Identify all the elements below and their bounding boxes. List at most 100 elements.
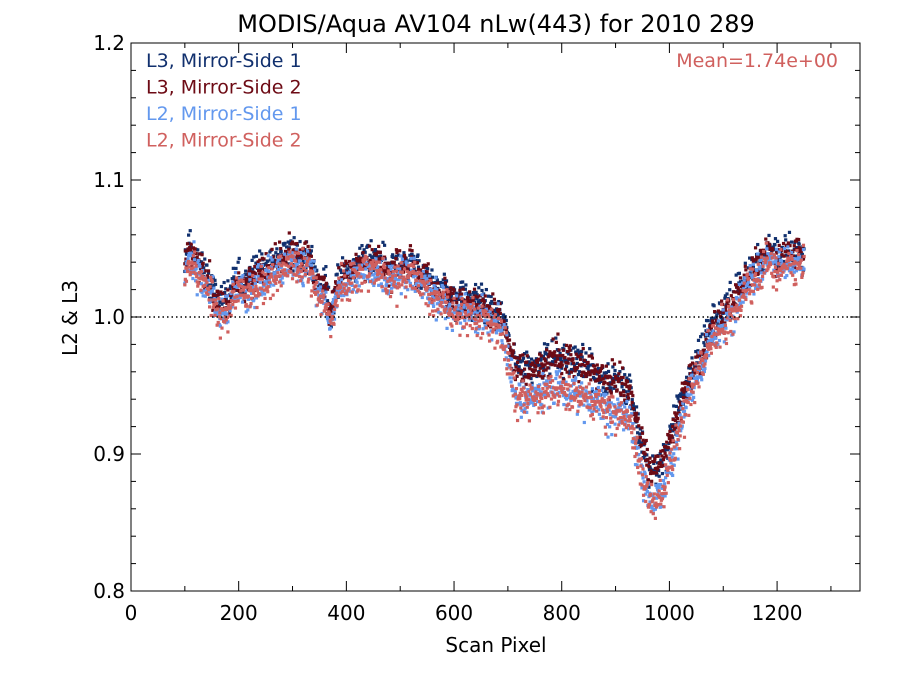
data-point bbox=[655, 472, 659, 477]
data-point bbox=[640, 464, 645, 468]
data-point bbox=[437, 297, 441, 301]
data-point bbox=[380, 285, 384, 289]
data-point bbox=[751, 267, 755, 271]
data-point bbox=[383, 257, 387, 261]
data-point bbox=[624, 419, 628, 423]
data-point bbox=[331, 289, 336, 293]
data-point bbox=[424, 275, 429, 279]
data-point bbox=[386, 276, 390, 281]
data-point bbox=[434, 309, 438, 313]
data-point bbox=[616, 408, 620, 412]
data-point bbox=[500, 315, 505, 319]
data-point bbox=[193, 247, 197, 251]
data-point bbox=[686, 382, 690, 386]
data-point bbox=[398, 272, 402, 277]
data-point bbox=[358, 265, 362, 270]
data-point bbox=[216, 310, 220, 314]
data-point bbox=[359, 289, 364, 293]
data-point bbox=[368, 253, 372, 257]
data-point bbox=[549, 397, 554, 401]
data-point bbox=[185, 250, 189, 254]
data-point bbox=[550, 354, 555, 358]
data-point bbox=[732, 302, 737, 306]
data-point bbox=[609, 375, 613, 379]
data-point bbox=[552, 401, 556, 405]
data-point bbox=[675, 431, 680, 435]
data-point bbox=[538, 383, 542, 387]
data-point bbox=[660, 463, 665, 468]
data-point bbox=[545, 382, 549, 386]
data-point bbox=[186, 261, 190, 265]
data-point bbox=[617, 423, 621, 427]
data-point bbox=[525, 354, 529, 358]
data-point bbox=[338, 268, 343, 272]
data-point bbox=[650, 506, 654, 510]
data-point bbox=[641, 455, 646, 460]
data-point bbox=[630, 398, 634, 402]
data-point bbox=[656, 454, 660, 458]
data-point bbox=[229, 284, 233, 288]
data-point bbox=[558, 353, 562, 358]
data-point bbox=[541, 369, 546, 373]
data-point bbox=[620, 381, 624, 386]
data-point bbox=[484, 307, 488, 311]
data-point bbox=[771, 248, 775, 252]
data-point bbox=[408, 244, 413, 248]
data-point bbox=[789, 271, 793, 275]
data-point bbox=[738, 276, 743, 280]
data-point bbox=[293, 242, 297, 246]
data-point bbox=[213, 278, 217, 282]
data-point bbox=[228, 309, 232, 313]
data-point bbox=[271, 275, 275, 279]
data-point bbox=[667, 456, 671, 460]
data-point bbox=[392, 260, 396, 264]
data-point bbox=[205, 281, 209, 285]
data-point bbox=[776, 270, 780, 274]
data-point bbox=[611, 395, 615, 399]
data-point bbox=[232, 289, 236, 293]
data-point bbox=[217, 305, 221, 309]
data-point bbox=[461, 285, 465, 289]
data-point bbox=[243, 300, 247, 304]
data-point bbox=[714, 336, 718, 340]
data-point bbox=[255, 279, 259, 284]
data-point bbox=[577, 390, 581, 394]
data-point bbox=[268, 296, 273, 301]
data-point bbox=[403, 256, 407, 260]
data-point bbox=[786, 241, 790, 245]
data-point bbox=[396, 282, 401, 286]
data-point bbox=[492, 322, 496, 326]
data-point bbox=[379, 254, 383, 258]
data-point bbox=[337, 283, 341, 288]
data-point bbox=[704, 353, 709, 357]
data-point bbox=[238, 293, 242, 297]
data-point bbox=[595, 372, 599, 376]
data-point bbox=[304, 259, 308, 263]
data-point bbox=[770, 254, 774, 258]
data-point bbox=[348, 289, 352, 293]
data-point bbox=[316, 286, 320, 291]
data-point bbox=[535, 360, 540, 365]
data-point bbox=[324, 306, 329, 310]
data-point bbox=[572, 381, 576, 385]
data-point bbox=[447, 311, 451, 316]
data-point bbox=[549, 353, 553, 357]
data-point bbox=[690, 398, 695, 402]
data-point bbox=[471, 297, 476, 301]
data-point bbox=[335, 272, 339, 276]
data-point bbox=[404, 260, 408, 264]
data-point bbox=[371, 258, 375, 263]
data-point bbox=[264, 272, 268, 277]
data-point bbox=[513, 369, 517, 373]
data-point bbox=[521, 379, 525, 383]
data-point bbox=[755, 256, 759, 260]
data-point bbox=[662, 505, 666, 509]
data-point bbox=[520, 403, 525, 407]
data-point bbox=[694, 377, 698, 381]
data-point bbox=[191, 268, 196, 272]
data-point bbox=[474, 327, 478, 331]
data-point bbox=[620, 419, 624, 424]
data-point bbox=[375, 273, 380, 277]
data-point bbox=[212, 283, 216, 287]
data-point bbox=[318, 282, 323, 287]
